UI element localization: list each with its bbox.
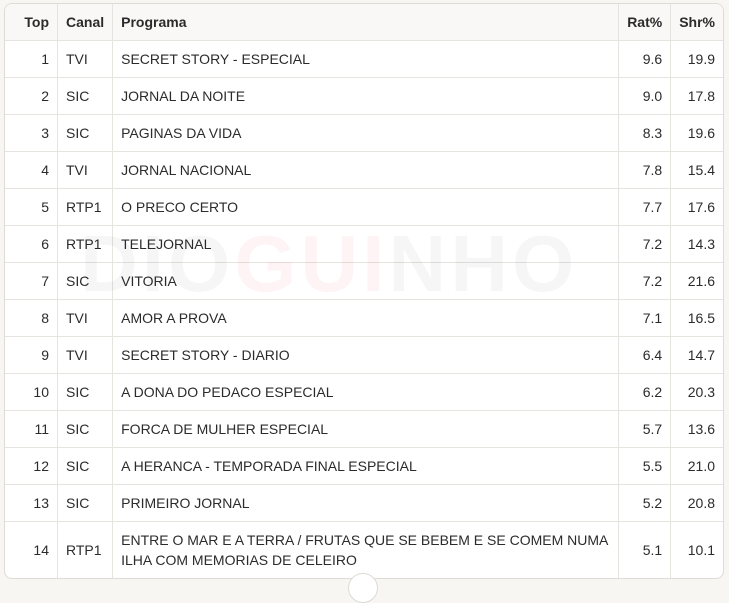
cell-shr: 16.5 <box>670 299 723 337</box>
cell-rat: 9.6 <box>618 40 671 78</box>
cell-canal: SIC <box>56 484 113 522</box>
table-row: 6 RTP1 TELEJORNAL 7.2 14.3 <box>5 225 723 263</box>
header-row: Top Canal Programa Rat% Shr% <box>5 4 723 41</box>
cell-rat: 9.0 <box>618 77 671 115</box>
cell-programa: SECRET STORY - ESPECIAL <box>112 40 619 78</box>
cell-rat: 8.3 <box>618 114 671 152</box>
cell-programa: A HERANCA - TEMPORADA FINAL ESPECIAL <box>112 447 619 485</box>
cell-shr: 21.0 <box>670 447 723 485</box>
table-row: 7 SIC VITORIA 7.2 21.6 <box>5 262 723 300</box>
cell-programa: A DONA DO PEDACO ESPECIAL <box>112 373 619 411</box>
cell-rat: 7.2 <box>618 262 671 300</box>
cell-shr: 19.6 <box>670 114 723 152</box>
cell-rat: 7.1 <box>618 299 671 337</box>
table-row: 10 SIC A DONA DO PEDACO ESPECIAL 6.2 20.3 <box>5 373 723 411</box>
cell-rat: 7.2 <box>618 225 671 263</box>
cell-canal: SIC <box>56 77 113 115</box>
cell-top: 14 <box>5 521 58 578</box>
cell-rat: 5.5 <box>618 447 671 485</box>
cell-rat: 6.2 <box>618 373 671 411</box>
table-row: 13 SIC PRIMEIRO JORNAL 5.2 20.8 <box>5 484 723 522</box>
table-row: 1 TVI SECRET STORY - ESPECIAL 9.6 19.9 <box>5 40 723 78</box>
cell-rat: 5.1 <box>618 521 671 578</box>
cell-programa: FORCA DE MULHER ESPECIAL <box>112 410 619 448</box>
cell-top: 1 <box>5 40 58 78</box>
cell-canal: SIC <box>56 410 113 448</box>
cell-shr: 17.8 <box>670 77 723 115</box>
cell-shr: 20.8 <box>670 484 723 522</box>
cell-top: 9 <box>5 336 58 374</box>
cell-top: 8 <box>5 299 58 337</box>
expand-button[interactable] <box>348 573 378 603</box>
cell-canal: SIC <box>56 114 113 152</box>
cell-programa: AMOR A PROVA <box>112 299 619 337</box>
table-row: 2 SIC JORNAL DA NOITE 9.0 17.8 <box>5 77 723 115</box>
cell-programa: JORNAL DA NOITE <box>112 77 619 115</box>
header-canal[interactable]: Canal <box>56 4 113 41</box>
cell-top: 7 <box>5 262 58 300</box>
cell-rat: 7.7 <box>618 188 671 226</box>
cell-shr: 13.6 <box>670 410 723 448</box>
table-row: 3 SIC PAGINAS DA VIDA 8.3 19.6 <box>5 114 723 152</box>
ratings-table: Top Canal Programa Rat% Shr% 1 TVI SECRET … <box>5 4 723 578</box>
cell-shr: 21.6 <box>670 262 723 300</box>
cell-shr: 17.6 <box>670 188 723 226</box>
cell-programa: PAGINAS DA VIDA <box>112 114 619 152</box>
cell-canal: SIC <box>56 373 113 411</box>
cell-programa: SECRET STORY - DIARIO <box>112 336 619 374</box>
cell-programa: VITORIA <box>112 262 619 300</box>
cell-rat: 5.2 <box>618 484 671 522</box>
cell-top: 2 <box>5 77 58 115</box>
cell-rat: 5.7 <box>618 410 671 448</box>
cell-canal: SIC <box>56 262 113 300</box>
table-row: 11 SIC FORCA DE MULHER ESPECIAL 5.7 13.6 <box>5 410 723 448</box>
cell-shr: 14.3 <box>670 225 723 263</box>
header-rat[interactable]: Rat% <box>618 4 671 41</box>
cell-top: 3 <box>5 114 58 152</box>
cell-programa: JORNAL NACIONAL <box>112 151 619 189</box>
cell-top: 4 <box>5 151 58 189</box>
cell-programa: ENTRE O MAR E A TERRA / FRUTAS QUE SE BE… <box>112 521 619 578</box>
header-top[interactable]: Top <box>5 4 58 41</box>
table-row: 4 TVI JORNAL NACIONAL 7.8 15.4 <box>5 151 723 189</box>
cell-top: 12 <box>5 447 58 485</box>
cell-canal: RTP1 <box>56 225 113 263</box>
cell-canal: TVI <box>56 299 113 337</box>
cell-canal: RTP1 <box>56 521 113 578</box>
table-row: 5 RTP1 O PRECO CERTO 7.7 17.6 <box>5 188 723 226</box>
cell-canal: RTP1 <box>56 188 113 226</box>
cell-rat: 7.8 <box>618 151 671 189</box>
cell-shr: 14.7 <box>670 336 723 374</box>
cell-canal: TVI <box>56 40 113 78</box>
cell-top: 11 <box>5 410 58 448</box>
cell-top: 6 <box>5 225 58 263</box>
header-programa[interactable]: Programa <box>112 4 619 41</box>
cell-shr: 19.9 <box>670 40 723 78</box>
cell-canal: TVI <box>56 151 113 189</box>
cell-shr: 10.1 <box>670 521 723 578</box>
cell-programa: PRIMEIRO JORNAL <box>112 484 619 522</box>
cell-top: 5 <box>5 188 58 226</box>
table-row: 8 TVI AMOR A PROVA 7.1 16.5 <box>5 299 723 337</box>
header-shr[interactable]: Shr% <box>670 4 723 41</box>
cell-programa: TELEJORNAL <box>112 225 619 263</box>
cell-canal: TVI <box>56 336 113 374</box>
table-row: 9 TVI SECRET STORY - DIARIO 6.4 14.7 <box>5 336 723 374</box>
cell-shr: 20.3 <box>670 373 723 411</box>
cell-programa: O PRECO CERTO <box>112 188 619 226</box>
table-row: 12 SIC A HERANCA - TEMPORADA FINAL ESPECIA… <box>5 447 723 485</box>
ratings-table-container: Top Canal Programa Rat% Shr% 1 TVI SECRET … <box>4 3 724 579</box>
cell-shr: 15.4 <box>670 151 723 189</box>
cell-rat: 6.4 <box>618 336 671 374</box>
table-row: 14 RTP1 ENTRE O MAR E A TERRA / FRUTAS QUE… <box>5 521 723 578</box>
cell-top: 13 <box>5 484 58 522</box>
cell-canal: SIC <box>56 447 113 485</box>
cell-top: 10 <box>5 373 58 411</box>
